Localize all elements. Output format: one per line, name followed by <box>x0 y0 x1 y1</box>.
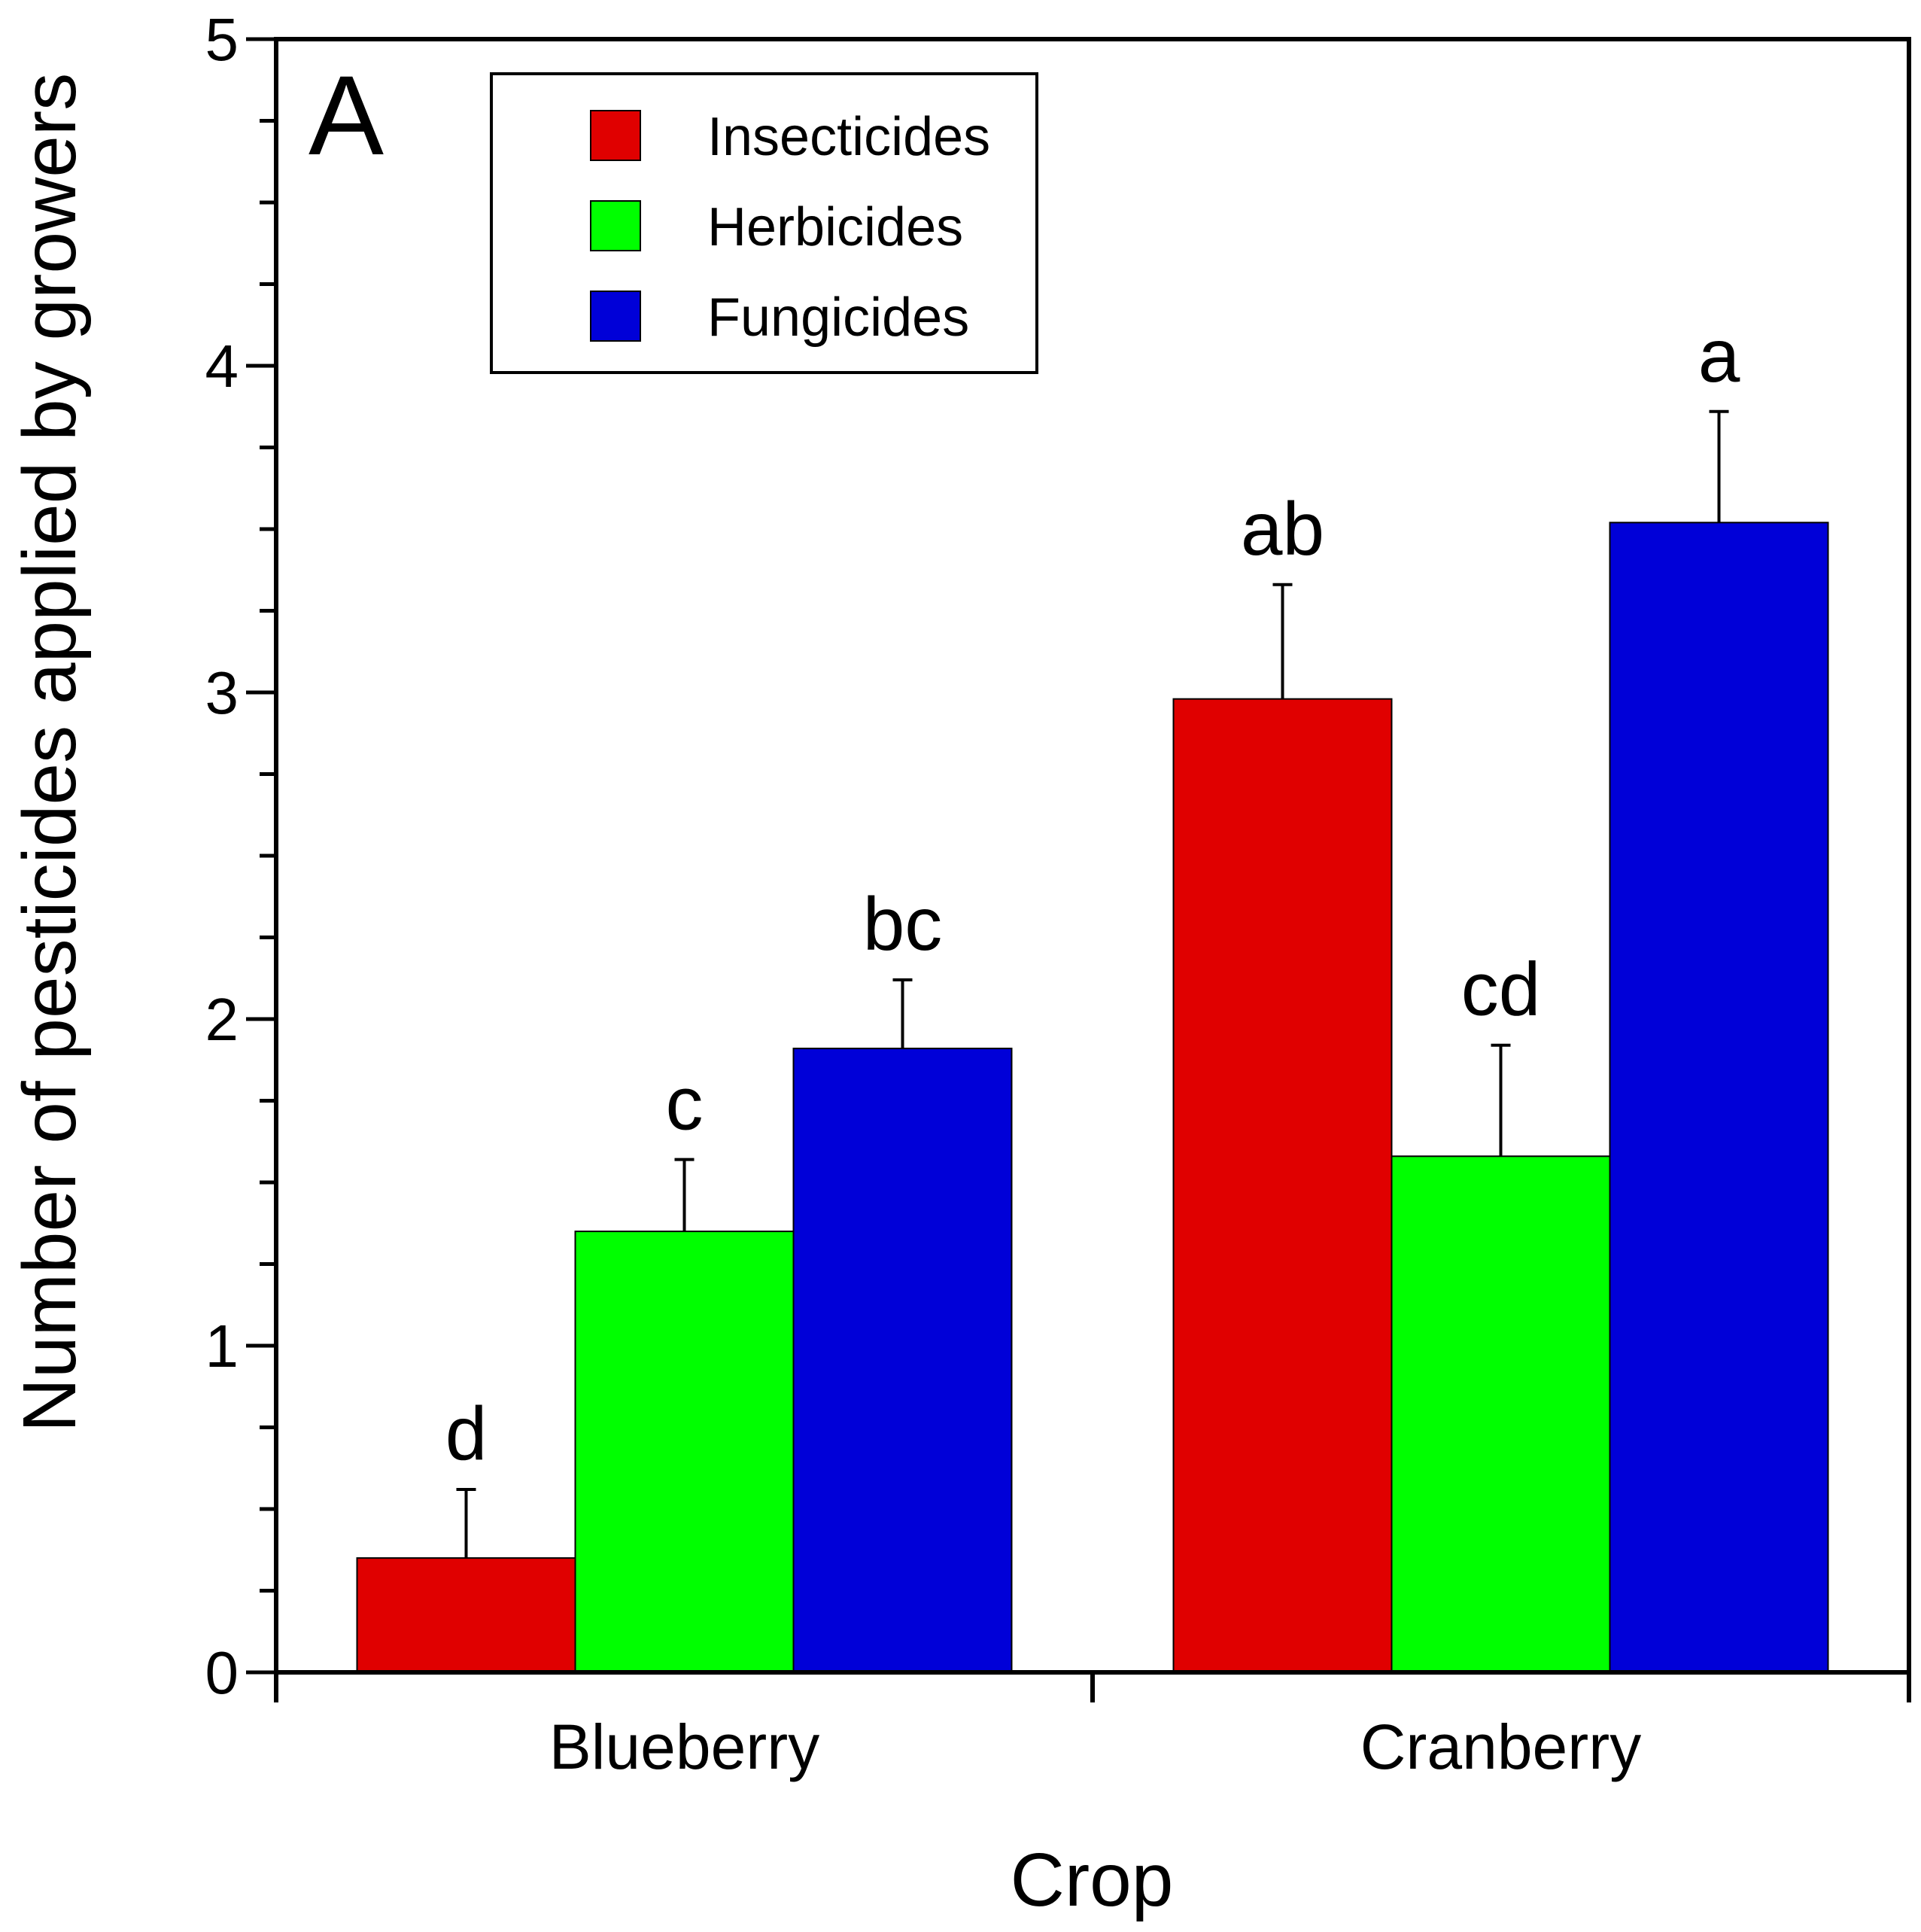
legend-swatch-insecticides <box>590 110 641 161</box>
legend: Insecticides Herbicides Fungicides <box>490 72 1038 374</box>
significance-letter: cd <box>1461 948 1541 1032</box>
y-tick-label: 0 <box>205 1639 239 1706</box>
significance-letter: ab <box>1241 487 1324 571</box>
legend-swatch-fungicides <box>590 291 641 342</box>
legend-swatch-herbicides <box>590 200 641 251</box>
y-tick-label: 1 <box>205 1313 239 1380</box>
legend-label-insecticides: Insecticides <box>707 107 990 167</box>
y-tick-label: 5 <box>205 6 239 73</box>
significance-letter: bc <box>863 882 943 966</box>
x-tick-label-cranberry: Cranberry <box>1360 1711 1641 1782</box>
bar-fungicides-blueberry <box>792 1048 1013 1674</box>
y-tick-label: 3 <box>205 659 239 726</box>
bars-layer: d c bc ab cd a <box>356 314 1829 1674</box>
panel-label: A <box>309 52 384 178</box>
legend-label-herbicides: Herbicides <box>707 197 963 257</box>
significance-letter: a <box>1698 314 1740 398</box>
bar-herbicides-blueberry <box>574 1231 795 1673</box>
axes-layer: Blueberry Cranberry 0 1 2 3 4 5 <box>205 6 1911 1782</box>
x-axis-title: Crop <box>1011 1838 1174 1922</box>
bar-insecticides-cranberry <box>1172 698 1393 1673</box>
y-tick-label: 2 <box>205 986 239 1053</box>
bar-herbicides-cranberry <box>1391 1155 1611 1673</box>
significance-letter: d <box>445 1392 488 1476</box>
y-axis-title: Number of pesticides applied by growers <box>8 73 92 1432</box>
x-tick-label-blueberry: Blueberry <box>549 1711 820 1782</box>
bar-insecticides-blueberry <box>356 1557 576 1674</box>
bar-fungicides-cranberry <box>1609 522 1829 1674</box>
y-tick-label: 4 <box>205 333 239 400</box>
legend-box <box>490 72 1038 374</box>
significance-letter: c <box>666 1062 704 1146</box>
legend-label-fungicides: Fungicides <box>707 288 969 348</box>
